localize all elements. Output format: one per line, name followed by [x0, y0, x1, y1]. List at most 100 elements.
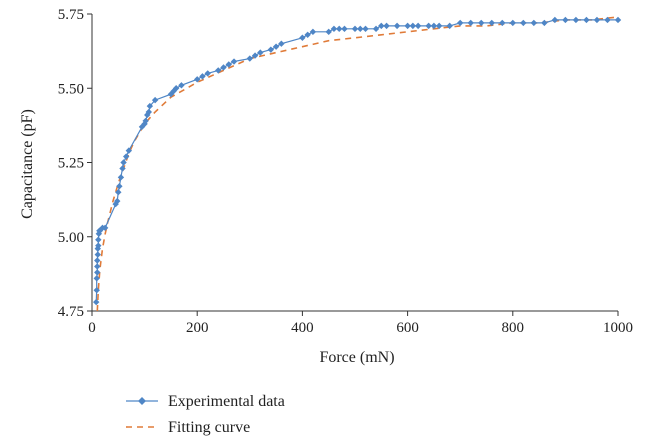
experimental-data-point	[409, 22, 417, 30]
experimental-data-point	[488, 19, 495, 27]
experimental-data-point	[309, 28, 317, 36]
experimental-data-point	[299, 34, 306, 41]
x-tick-label: 1000	[603, 320, 633, 336]
experimental-data-point	[151, 96, 159, 104]
experimental-data-point	[95, 242, 102, 249]
experimental-data-point	[246, 55, 253, 62]
experimental-data-point	[125, 147, 133, 154]
y-tick-label: 5.25	[58, 156, 84, 172]
legend-experimental-marker	[138, 397, 146, 405]
experimental-data-point	[425, 22, 432, 30]
experimental-data-point	[145, 108, 153, 116]
experimental-data-point	[172, 85, 180, 92]
experimental-data-point	[435, 22, 443, 30]
experimental-data-point	[167, 90, 175, 98]
y-tick-label: 4.75	[58, 304, 84, 320]
x-tick-label: 600	[396, 320, 419, 336]
experimental-data-point	[94, 257, 101, 264]
experimental-data-point	[562, 16, 569, 24]
experimental-data-point	[530, 19, 538, 27]
experimental-data-point	[499, 19, 506, 27]
experimental-data-point	[430, 22, 438, 30]
experimental-data-point	[220, 64, 227, 71]
experimental-data-point	[446, 22, 453, 30]
experimental-data-point	[194, 76, 201, 83]
experimental-data-point	[170, 88, 177, 95]
experimental-data-point	[478, 19, 485, 27]
experimental-data-point	[93, 287, 100, 294]
experimental-data-point	[94, 251, 101, 258]
experimental-data-point	[278, 40, 285, 47]
experimental-data-point	[115, 189, 122, 196]
experimental-data-point	[257, 49, 264, 56]
experimental-data-point	[251, 52, 259, 59]
experimental-data-point	[404, 22, 411, 30]
experimental-data-point	[142, 117, 149, 125]
experimental-data-point	[383, 22, 390, 30]
x-tick-label: 0	[88, 320, 96, 336]
experimental-data-point	[101, 224, 109, 232]
experimental-data-point	[457, 19, 464, 27]
y-tick-label: 5.75	[58, 7, 84, 23]
experimental-data-point	[114, 197, 121, 205]
experimental-data-point	[96, 227, 104, 235]
experimental-data-point	[272, 43, 280, 50]
experimental-data-point	[362, 25, 369, 33]
experimental-data-point	[393, 22, 401, 30]
experimental-data-point	[509, 19, 516, 27]
experimental-data-point	[204, 70, 211, 77]
experimental-data-point	[551, 16, 559, 24]
experimental-data-point	[93, 298, 100, 306]
experimental-data-point	[614, 16, 622, 24]
x-axis-title: Force (mN)	[319, 349, 394, 366]
experimental-data-point	[541, 19, 548, 27]
experimental-data-point	[95, 236, 102, 243]
experimental-data-point	[225, 61, 232, 68]
experimental-data-point	[304, 31, 311, 38]
experimental-data-point	[267, 46, 275, 53]
experimental-data-point	[119, 165, 126, 172]
series-experimental-data	[93, 16, 622, 306]
experimental-data-point	[583, 16, 590, 24]
y-tick-label: 5.00	[58, 230, 84, 246]
y-axis-title: Capacitance (pF)	[19, 109, 36, 219]
x-tick-label: 400	[291, 320, 314, 336]
y-tick-label: 5.50	[58, 81, 84, 97]
experimental-data-point	[117, 174, 125, 181]
experimental-data-point	[325, 28, 332, 36]
experimental-data-point	[467, 19, 474, 27]
axes	[87, 13, 619, 316]
experimental-data-point	[341, 25, 348, 33]
experimental-data-point	[378, 22, 385, 30]
experimental-data-point	[94, 269, 101, 276]
experimental-data-point	[520, 19, 527, 27]
experimental-data-point	[116, 183, 123, 190]
experimental-data-point	[122, 153, 130, 160]
experimental-data-point	[178, 82, 185, 89]
experimental-data-line	[95, 19, 618, 303]
experimental-data-point	[146, 102, 154, 110]
experimental-data-point	[593, 16, 601, 24]
experimental-data-point	[357, 25, 364, 33]
experimental-data-point	[330, 25, 338, 33]
experimental-data-point	[351, 25, 359, 33]
experimental-data-point	[93, 275, 100, 282]
legend-experimental-label: Experimental data	[168, 393, 285, 410]
experimental-data-point	[120, 159, 127, 166]
experimental-data-point	[95, 230, 103, 237]
legend-fitting-label: Fitting curve	[168, 419, 250, 436]
series-fitting-curve	[96, 16, 619, 312]
experimental-data-point	[94, 263, 101, 270]
experimental-data-point	[604, 16, 611, 24]
x-tick-label: 800	[502, 320, 525, 336]
fitting-curve-line	[96, 16, 619, 312]
experimental-data-point	[138, 123, 146, 131]
legend: Experimental data Fitting curve	[126, 393, 285, 436]
tick-labels: 0 200 400 600 800 1000 4.75 5.00 5.25 5.50 5.75	[58, 7, 633, 336]
experimental-data-point	[215, 67, 222, 74]
experimental-data-point	[414, 22, 422, 30]
experimental-data-point	[572, 16, 580, 24]
experimental-data-point	[336, 25, 343, 33]
x-tick-label: 200	[186, 320, 209, 336]
